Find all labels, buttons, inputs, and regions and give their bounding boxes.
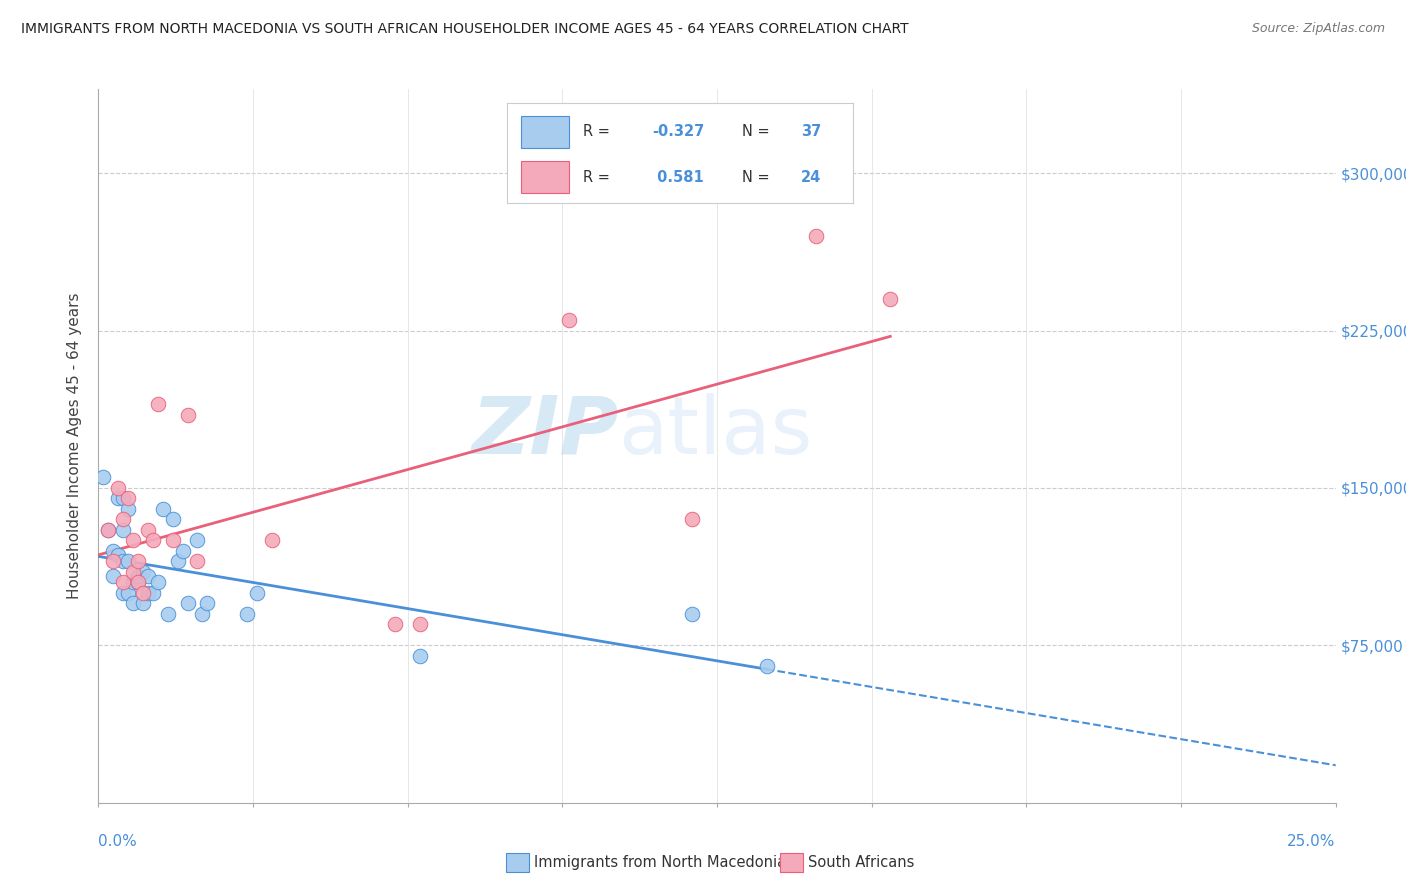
Point <box>136 523 159 537</box>
Point <box>117 502 139 516</box>
Point <box>409 617 432 632</box>
Point <box>107 548 129 562</box>
Point <box>172 544 194 558</box>
Text: atlas: atlas <box>619 392 813 471</box>
Point <box>191 607 214 621</box>
Point <box>112 586 135 600</box>
Text: 0.0%: 0.0% <box>98 834 138 849</box>
Point <box>176 596 198 610</box>
Point <box>195 596 218 610</box>
Point <box>879 292 901 306</box>
Text: South Africans: South Africans <box>808 855 915 870</box>
Point <box>132 596 155 610</box>
Point <box>112 575 135 590</box>
Point <box>681 607 703 621</box>
Point <box>146 575 169 590</box>
Point <box>166 554 188 568</box>
Point <box>132 565 155 579</box>
Point <box>112 523 135 537</box>
Point <box>186 533 208 548</box>
Point <box>117 586 139 600</box>
Point <box>136 586 159 600</box>
Point <box>152 502 174 516</box>
Point <box>384 617 406 632</box>
Point <box>186 554 208 568</box>
Point <box>122 533 145 548</box>
Point <box>146 397 169 411</box>
Point <box>127 575 149 590</box>
Point <box>681 512 703 526</box>
Point <box>127 554 149 568</box>
Point <box>112 554 135 568</box>
Point <box>117 491 139 506</box>
Point <box>236 607 259 621</box>
Point <box>162 533 184 548</box>
Point <box>107 481 129 495</box>
Y-axis label: Householder Income Ages 45 - 64 years: Householder Income Ages 45 - 64 years <box>67 293 83 599</box>
Point <box>162 512 184 526</box>
Point <box>142 533 165 548</box>
Text: ZIP: ZIP <box>471 392 619 471</box>
Point <box>804 229 827 244</box>
Point <box>93 470 115 484</box>
Point <box>122 596 145 610</box>
Point <box>260 533 283 548</box>
Point <box>103 569 125 583</box>
Text: Source: ZipAtlas.com: Source: ZipAtlas.com <box>1251 22 1385 36</box>
Point <box>132 586 155 600</box>
Point <box>142 586 165 600</box>
Point <box>107 491 129 506</box>
Point <box>97 523 120 537</box>
Point <box>127 569 149 583</box>
Point <box>122 565 145 579</box>
Point <box>127 575 149 590</box>
Point <box>103 554 125 568</box>
Point <box>117 554 139 568</box>
Text: Immigrants from North Macedonia: Immigrants from North Macedonia <box>534 855 786 870</box>
Point <box>112 491 135 506</box>
Point <box>176 408 198 422</box>
Point <box>103 544 125 558</box>
Point <box>755 659 778 673</box>
Point <box>156 607 179 621</box>
Text: IMMIGRANTS FROM NORTH MACEDONIA VS SOUTH AFRICAN HOUSEHOLDER INCOME AGES 45 - 64: IMMIGRANTS FROM NORTH MACEDONIA VS SOUTH… <box>21 22 908 37</box>
Point <box>97 523 120 537</box>
Text: 25.0%: 25.0% <box>1288 834 1336 849</box>
Point <box>557 313 579 327</box>
Point <box>122 575 145 590</box>
Point <box>112 512 135 526</box>
Point <box>246 586 269 600</box>
Point <box>409 648 432 663</box>
Point <box>136 569 159 583</box>
